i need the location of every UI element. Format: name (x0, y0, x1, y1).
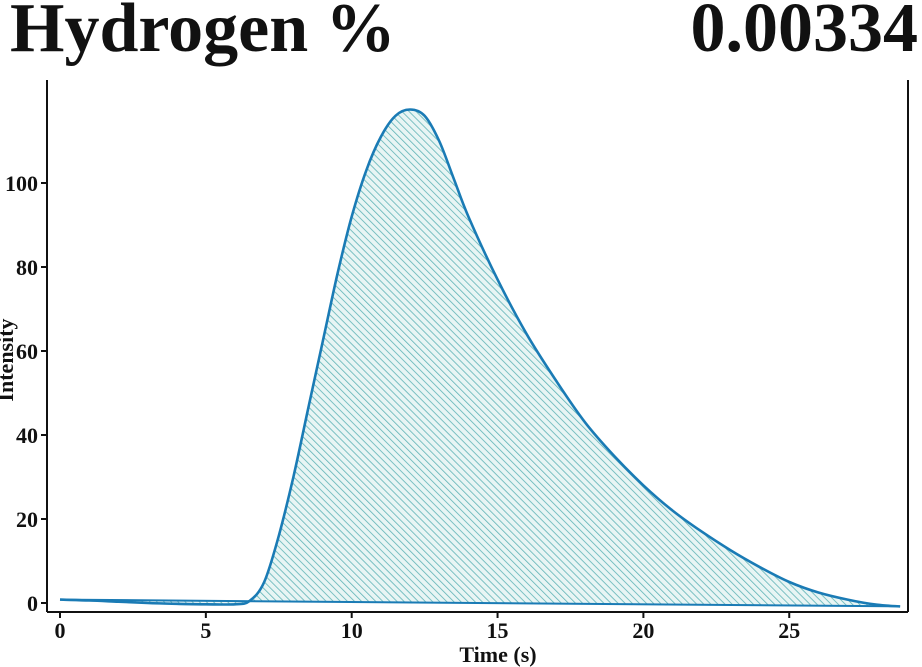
series-area-fill (60, 109, 901, 607)
y-tick-label: 60 (16, 339, 38, 364)
baseline-line (59, 598, 901, 608)
y-ticks: 0 20 40 60 80 100 (5, 171, 47, 616)
x-tick-label: 0 (55, 618, 66, 643)
chart-title: Hydrogen % (10, 0, 396, 67)
x-ticks: 0 5 10 15 20 25 (55, 612, 800, 643)
y-tick-label: 40 (16, 423, 38, 448)
x-tick-label: 5 (200, 618, 211, 643)
x-tick-label: 10 (341, 618, 363, 643)
y-tick-label: 100 (5, 171, 38, 196)
x-tick-label: 20 (632, 618, 654, 643)
series-line (59, 108, 901, 608)
x-tick-label: 25 (778, 618, 800, 643)
plot-area (59, 108, 901, 608)
x-tick-label: 15 (487, 618, 509, 643)
y-tick-label: 20 (16, 507, 38, 532)
y-tick-label: 80 (16, 255, 38, 280)
chart-value: 0.00334 (690, 0, 919, 67)
y-tick-label: 0 (27, 591, 38, 616)
x-axis-label: Time (s) (459, 642, 536, 667)
y-axis-label: Intensity (0, 318, 18, 401)
axes-group (46, 80, 909, 613)
